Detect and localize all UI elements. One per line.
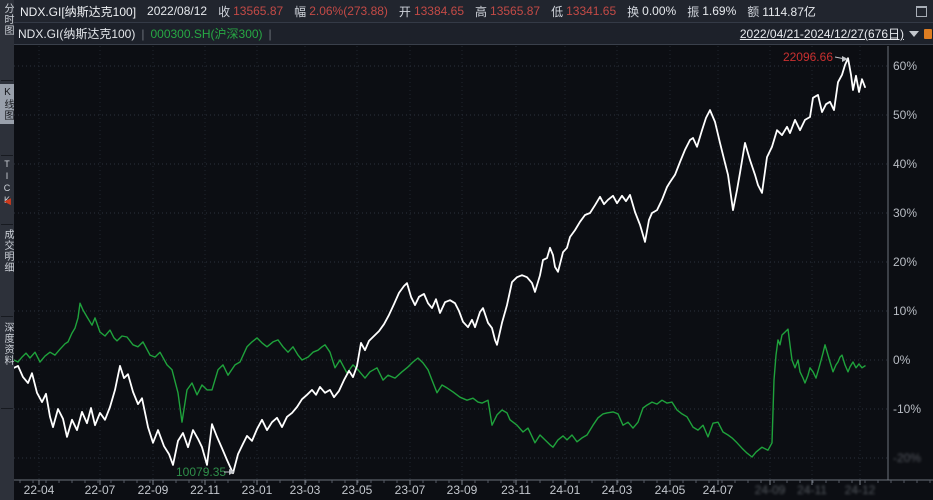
svg-text:24-11: 24-11 <box>797 483 827 497</box>
svg-text:50%: 50% <box>893 108 917 122</box>
svg-text:-10%: -10% <box>893 402 921 416</box>
left-tab-sidebar: 分时图 K线图 TICK ◀ 成交明细 深度资料 <box>0 0 14 500</box>
legend-secondary-symbol[interactable]: 000300.SH(沪深300) <box>150 27 263 41</box>
low-price-annotation: 10079.35 <box>176 465 226 479</box>
quote-date: 2022/08/12 <box>147 4 208 18</box>
svg-text:23-05: 23-05 <box>342 483 373 497</box>
legend-separator: | <box>268 26 272 41</box>
high-price-annotation: 22096.66 <box>783 50 833 64</box>
field-amplitude: 振 1.69% <box>687 4 737 19</box>
legend-separator: | <box>141 26 145 41</box>
svg-text:24-03: 24-03 <box>602 483 633 497</box>
svg-text:40%: 40% <box>893 157 917 171</box>
annotation-layer: 22096.66 10079.35 <box>176 50 848 479</box>
svg-text:23-03: 23-03 <box>290 483 321 497</box>
field-turnover-rate: 换 0.00% <box>627 4 677 19</box>
axis-layer <box>14 46 933 485</box>
compare-legend-bar: NDX.GI(纳斯达克100) | 000300.SH(沪深300) | 202… <box>14 22 933 45</box>
date-range-text[interactable]: 2022/04/21-2024/12/27(676日) <box>739 27 904 41</box>
svg-text:24-05: 24-05 <box>655 483 686 497</box>
svg-text:24-09: 24-09 <box>755 483 786 497</box>
alert-horn-icon[interactable]: ◀ <box>4 196 11 206</box>
sidebar-divider <box>1 408 13 409</box>
series-layer <box>13 57 866 475</box>
sidebar-divider <box>1 80 13 81</box>
svg-text:24-01: 24-01 <box>550 483 581 497</box>
sidebar-item-tick[interactable]: TICK <box>2 159 12 207</box>
svg-text:30%: 30% <box>893 206 917 220</box>
price-line-csi300 <box>13 302 866 458</box>
legend-primary-symbol[interactable]: NDX.GI(纳斯达克100) <box>18 27 136 41</box>
window-layout-icon[interactable] <box>916 5 927 17</box>
svg-text:22-11: 22-11 <box>190 483 220 497</box>
field-change: 幅 2.06%(273.88) <box>294 4 388 19</box>
svg-text:23-09: 23-09 <box>447 483 478 497</box>
price-line-ndx <box>13 57 866 475</box>
symbol-title: NDX.GI[纳斯达克100] <box>20 4 137 19</box>
field-close: 收 13565.87 <box>218 4 284 19</box>
svg-text:22-09: 22-09 <box>138 483 169 497</box>
svg-text:10%: 10% <box>893 304 917 318</box>
svg-text:23-11: 23-11 <box>501 483 531 497</box>
axis-label-layer: 60% 50% 40% 30% 20% 10% 0% -10% -20% 22-04 22-07 22… <box>24 59 922 497</box>
field-high: 高 13565.87 <box>475 4 541 19</box>
svg-text:22-07: 22-07 <box>85 483 116 497</box>
field-low: 低 13341.65 <box>551 4 617 19</box>
svg-text:24-07: 24-07 <box>703 483 734 497</box>
svg-text:22-04: 22-04 <box>24 483 55 497</box>
svg-text:-20%: -20% <box>893 451 921 465</box>
sidebar-divider <box>1 316 13 317</box>
sidebar-item-timeshare-chart[interactable]: 分时图 <box>2 3 13 36</box>
sidebar-item-depth-data[interactable]: 深度资料 <box>2 322 13 366</box>
svg-text:23-07: 23-07 <box>395 483 426 497</box>
svg-text:24-12: 24-12 <box>845 483 876 497</box>
svg-text:20%: 20% <box>893 255 917 269</box>
svg-text:23-01: 23-01 <box>242 483 273 497</box>
sidebar-divider <box>1 155 13 156</box>
sidebar-divider <box>1 224 13 225</box>
chevron-down-icon[interactable] <box>909 30 919 37</box>
svg-text:0%: 0% <box>893 353 911 367</box>
date-range-selector: 2022/04/21-2024/12/27(676日) <box>739 25 932 42</box>
sidebar-item-trade-detail[interactable]: 成交明细 <box>2 229 13 273</box>
svg-text:60%: 60% <box>893 59 917 73</box>
field-open: 开 13384.65 <box>398 4 464 19</box>
quote-header-bar: NDX.GI[纳斯达克100] 2022/08/12 收 13565.87 幅 2.… <box>14 0 933 22</box>
orange-tool-icon[interactable] <box>924 28 932 39</box>
sidebar-item-kline-chart[interactable]: K线图 <box>0 84 14 124</box>
field-amount: 额 1114.87亿 <box>747 4 816 19</box>
